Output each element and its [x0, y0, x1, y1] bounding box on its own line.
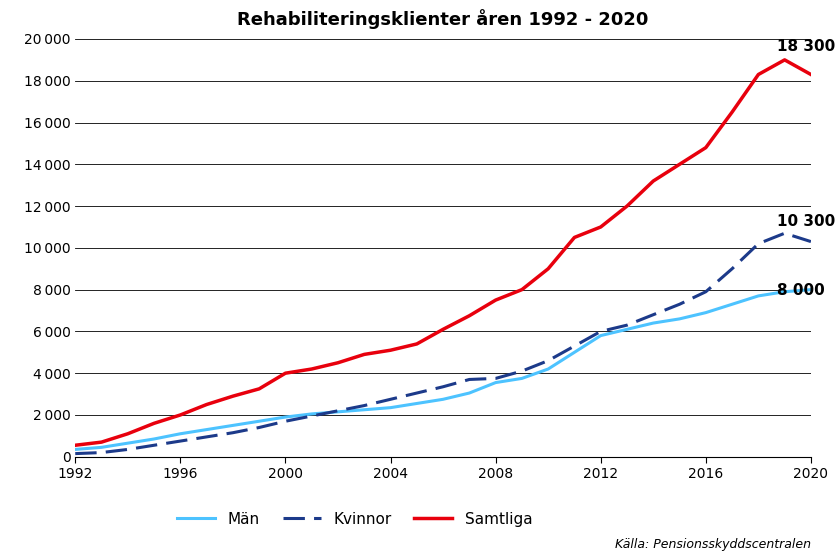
Kvinnor — [201, 433, 212, 440]
Män — [333, 408, 343, 415]
Samtliga — [176, 412, 186, 418]
Män — [149, 436, 159, 442]
Män — [412, 400, 422, 407]
Kvinnor — [701, 289, 711, 295]
Samtliga — [727, 109, 737, 115]
Kvinnor — [228, 429, 238, 436]
Män — [228, 422, 238, 429]
Samtliga — [517, 286, 527, 293]
Kvinnor — [96, 449, 106, 456]
Män — [517, 375, 527, 382]
Kvinnor — [385, 396, 395, 403]
Kvinnor — [359, 402, 370, 409]
Män — [464, 390, 474, 397]
Kvinnor — [569, 343, 579, 349]
Samtliga — [780, 56, 790, 63]
Män — [753, 292, 763, 299]
Män — [96, 444, 106, 451]
Män — [622, 326, 632, 333]
Kvinnor — [596, 328, 606, 335]
Kvinnor — [464, 376, 474, 383]
Kvinnor — [675, 301, 685, 307]
Kvinnor — [333, 407, 343, 414]
Samtliga — [464, 312, 474, 319]
Samtliga — [385, 347, 395, 354]
Line: Samtliga: Samtliga — [75, 60, 811, 445]
Kvinnor — [806, 238, 816, 245]
Kvinnor — [727, 265, 737, 272]
Text: 8 000: 8 000 — [777, 283, 824, 298]
Män — [648, 320, 658, 326]
Samtliga — [96, 439, 106, 446]
Män — [596, 332, 606, 339]
Samtliga — [622, 203, 632, 209]
Kvinnor — [149, 442, 159, 448]
Kvinnor — [517, 368, 527, 374]
Kvinnor — [543, 358, 553, 364]
Män — [701, 309, 711, 316]
Samtliga — [70, 442, 80, 448]
Män — [254, 418, 264, 424]
Kvinnor — [438, 383, 448, 390]
Samtliga — [412, 340, 422, 348]
Män — [727, 301, 737, 307]
Män — [70, 446, 80, 453]
Kvinnor — [412, 390, 422, 397]
Samtliga — [280, 370, 290, 377]
Kvinnor — [307, 413, 317, 419]
Män — [201, 426, 212, 433]
Män — [780, 289, 790, 295]
Samtliga — [359, 351, 370, 358]
Text: Källa: Pensionsskyddscentralen: Källa: Pensionsskyddscentralen — [615, 539, 811, 551]
Samtliga — [675, 161, 685, 168]
Kvinnor — [280, 418, 290, 424]
Män — [491, 379, 501, 386]
Män — [123, 440, 133, 447]
Kvinnor — [123, 446, 133, 453]
Män — [806, 286, 816, 293]
Män — [385, 404, 395, 411]
Män — [176, 431, 186, 437]
Samtliga — [228, 393, 238, 399]
Kvinnor — [753, 240, 763, 247]
Män — [280, 414, 290, 421]
Kvinnor — [176, 438, 186, 444]
Män — [359, 407, 370, 413]
Title: Rehabiliteringsklienter åren 1992 - 2020: Rehabiliteringsklienter åren 1992 - 2020 — [237, 9, 649, 29]
Line: Kvinnor: Kvinnor — [75, 233, 811, 453]
Kvinnor — [254, 424, 264, 431]
Samtliga — [806, 71, 816, 78]
Kvinnor — [648, 311, 658, 318]
Samtliga — [307, 365, 317, 372]
Line: Män: Män — [75, 290, 811, 449]
Legend: Män, Kvinnor, Samtliga: Män, Kvinnor, Samtliga — [171, 505, 538, 532]
Samtliga — [753, 71, 763, 78]
Text: 18 300: 18 300 — [777, 38, 835, 53]
Kvinnor — [780, 230, 790, 237]
Män — [307, 411, 317, 417]
Samtliga — [333, 359, 343, 366]
Samtliga — [648, 178, 658, 184]
Män — [675, 315, 685, 322]
Samtliga — [201, 401, 212, 408]
Samtliga — [149, 420, 159, 427]
Samtliga — [569, 234, 579, 241]
Män — [543, 365, 553, 372]
Kvinnor — [70, 450, 80, 457]
Kvinnor — [622, 322, 632, 329]
Text: 10 300: 10 300 — [777, 214, 835, 229]
Män — [438, 396, 448, 403]
Samtliga — [438, 326, 448, 333]
Samtliga — [254, 385, 264, 392]
Samtliga — [543, 265, 553, 272]
Samtliga — [596, 223, 606, 230]
Samtliga — [123, 431, 133, 437]
Samtliga — [701, 144, 711, 151]
Män — [569, 349, 579, 355]
Samtliga — [491, 297, 501, 304]
Kvinnor — [491, 375, 501, 382]
